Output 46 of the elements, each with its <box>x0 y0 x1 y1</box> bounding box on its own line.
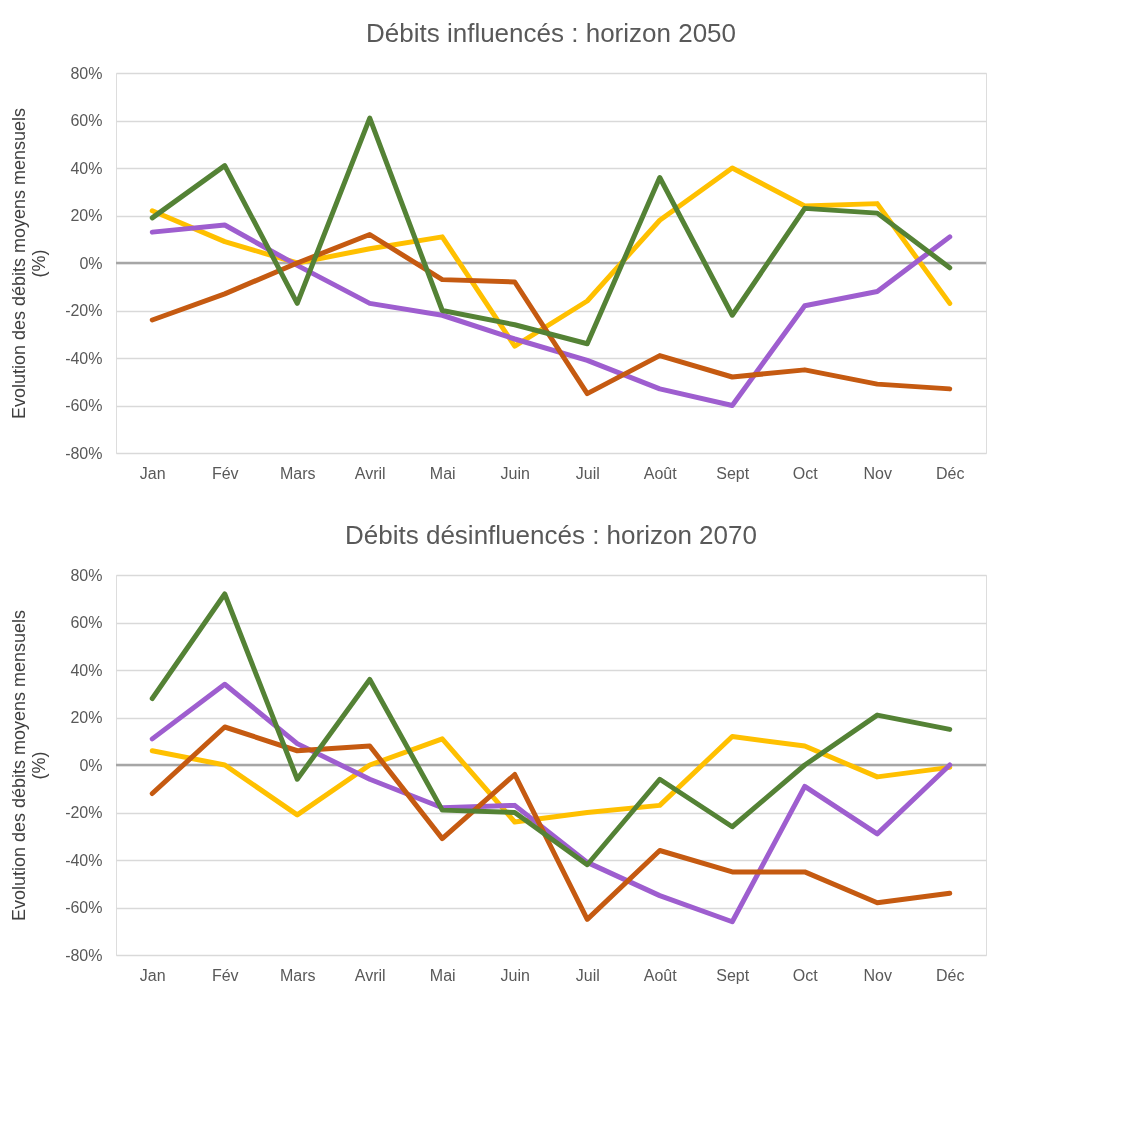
y-tick-label: -20% <box>65 302 103 319</box>
x-tick-label: Sept <box>716 464 750 482</box>
x-tick-label: Nov <box>863 966 892 984</box>
x-tick-label: Mai <box>429 966 456 984</box>
y-tick-label: 40% <box>70 661 103 679</box>
y-axis-title: Evolution des débits moyens mensuels (%) <box>9 609 50 922</box>
y-tick-label: -20% <box>65 804 103 821</box>
y-tick-label: 80% <box>70 566 103 584</box>
x-tick-label: Juil <box>575 464 600 482</box>
x-tick-label: Fév <box>211 464 239 482</box>
x-tick-label: Juil <box>575 966 600 984</box>
y-tick-label: -40% <box>65 349 103 367</box>
x-tick-label: Mars <box>279 966 316 984</box>
x-tick-label: Avril <box>354 464 386 482</box>
y-tick-label: -80% <box>65 444 103 462</box>
x-tick-label: Mai <box>429 464 456 482</box>
x-tick-label: Juin <box>500 464 530 482</box>
x-tick-label: Avril <box>354 966 386 984</box>
x-tick-label: Fév <box>211 966 239 984</box>
x-tick-label: Déc <box>936 464 965 482</box>
y-tick-label: -40% <box>65 851 103 869</box>
x-tick-label: Août <box>643 464 678 482</box>
x-tick-label: Sept <box>716 966 750 984</box>
chart-title: Débits désinfluencés : horizon 2070 <box>345 520 757 550</box>
chart-title: Débits influencés : horizon 2050 <box>365 18 737 48</box>
x-tick-label: Nov <box>863 464 892 482</box>
y-tick-label: 0% <box>79 756 103 774</box>
x-tick-label: Juin <box>500 966 530 984</box>
y-axis-title: Evolution des débits moyens mensuels (%) <box>9 107 50 420</box>
y-tick-label: 60% <box>70 112 103 129</box>
x-tick-label: Oct <box>792 966 819 984</box>
x-tick-label: Jan <box>139 464 166 482</box>
x-tick-label: Mars <box>279 464 316 482</box>
x-tick-label: Déc <box>936 966 965 984</box>
y-tick-label: 80% <box>70 64 103 82</box>
y-tick-label: 20% <box>70 207 103 224</box>
y-tick-label: 40% <box>70 159 103 177</box>
y-tick-label: -60% <box>65 397 103 414</box>
y-tick-label: 60% <box>70 614 103 631</box>
y-tick-label: 20% <box>70 709 103 726</box>
y-tick-label: -60% <box>65 899 103 916</box>
y-tick-label: 0% <box>79 254 103 272</box>
x-tick-label: Jan <box>139 966 166 984</box>
x-tick-label: Oct <box>792 464 819 482</box>
x-tick-label: Août <box>643 966 678 984</box>
y-tick-label: -80% <box>65 946 103 964</box>
